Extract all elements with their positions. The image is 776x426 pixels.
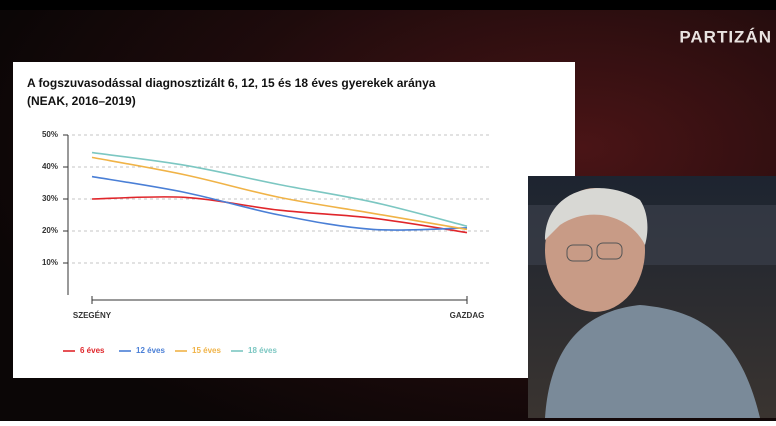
chart-subtitle: (NEAK, 2016–2019) [27, 94, 136, 108]
y-tick-label: 10% [42, 258, 58, 267]
screen: PARTIZÁN A fogszuvasodással diagnosztizá… [0, 0, 776, 421]
chart-slide [13, 62, 575, 378]
legend-label: 15 éves [192, 346, 221, 355]
legend-label: 6 éves [80, 346, 105, 355]
x-tick-label: SZEGÉNY [73, 311, 112, 320]
y-tick-label: 50% [42, 130, 58, 139]
legend-label: 18 éves [248, 346, 277, 355]
chart-title: A fogszuvasodással diagnosztizált 6, 12,… [27, 76, 436, 90]
x-tick-label: GAZDAG [450, 311, 485, 320]
letterbox [0, 0, 776, 10]
y-tick-label: 20% [42, 226, 58, 235]
presenter-video [528, 176, 776, 418]
y-tick-label: 40% [42, 162, 58, 171]
legend-label: 12 éves [136, 346, 165, 355]
y-tick-label: 30% [42, 194, 58, 203]
brand-logo: PARTIZÁN [679, 27, 772, 46]
